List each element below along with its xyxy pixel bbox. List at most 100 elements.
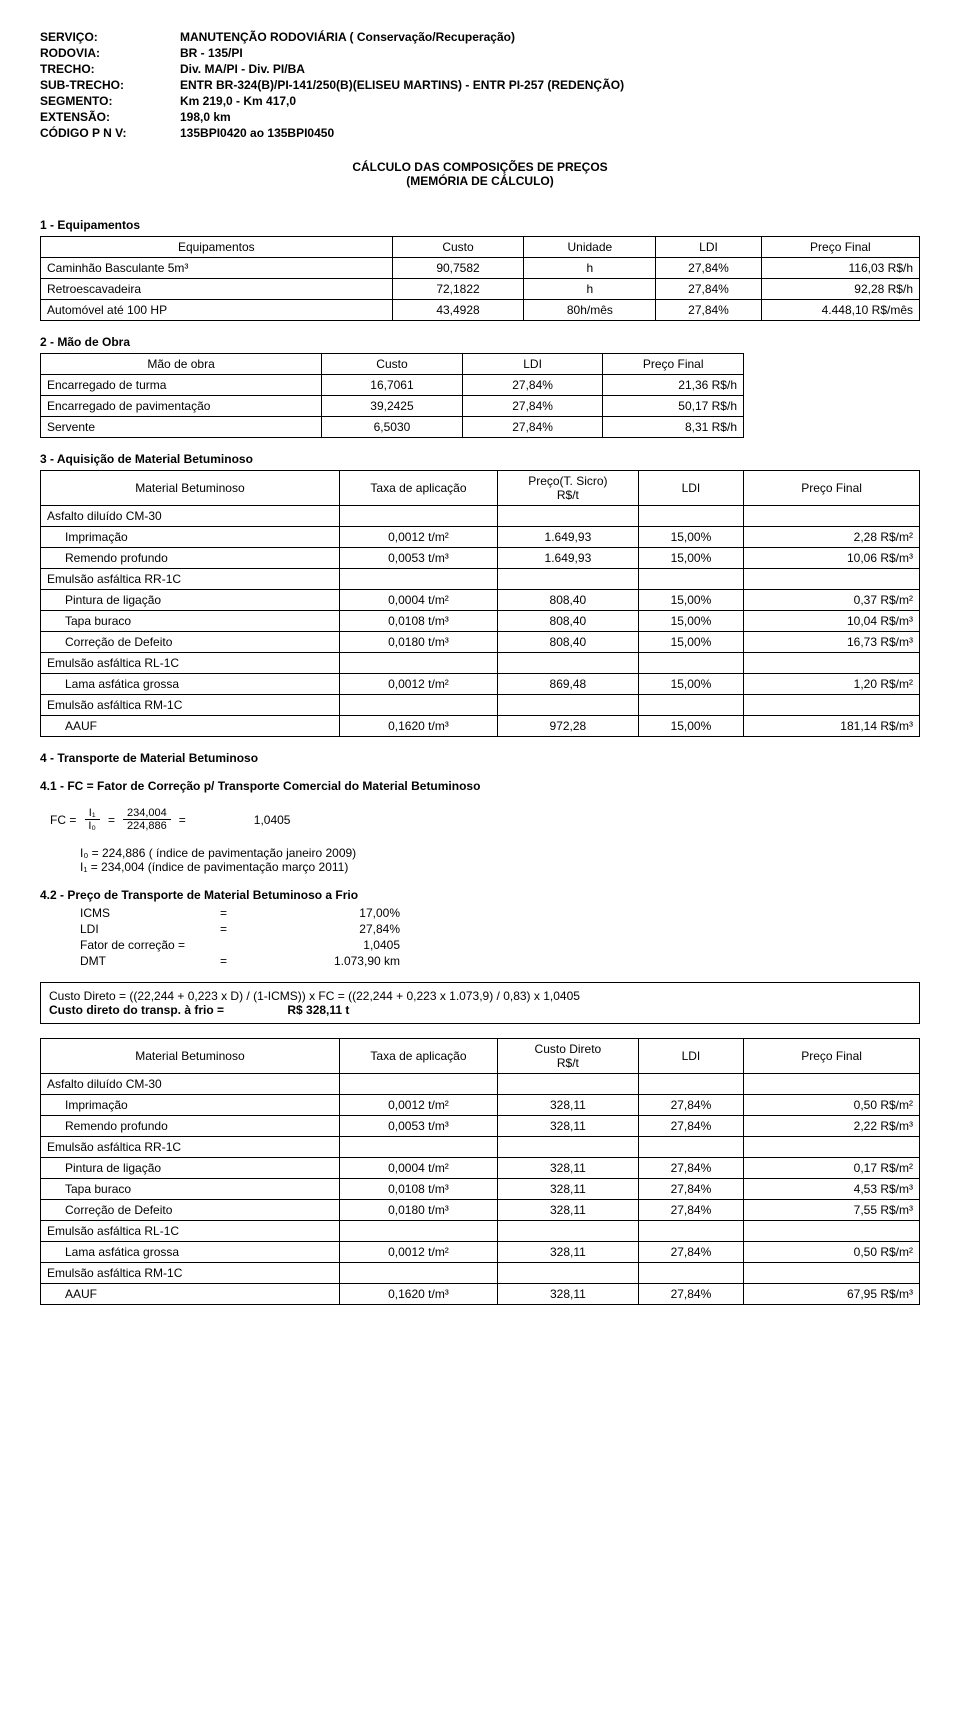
table-cell: Imprimação	[41, 527, 340, 548]
table-cell: 27,84%	[656, 300, 761, 321]
table-cell: Lama asfática grossa	[41, 674, 340, 695]
table-cell	[638, 1263, 743, 1284]
table-cell: 0,0012 t/m²	[339, 1242, 497, 1263]
table-cell: 328,11	[498, 1179, 639, 1200]
table-cell: 0,1620 t/m³	[339, 716, 497, 737]
table-cell: 15,00%	[638, 716, 743, 737]
fc-formula: FC = I₁ I₀ = 234,004 224,886 = 1,0405	[50, 807, 920, 832]
material-acquisition-table: Material BetuminosoTaxa de aplicaçãoPreç…	[40, 470, 920, 737]
group-row: Asfalto diluído CM-30	[41, 1074, 340, 1095]
col-header: Taxa de aplicação	[339, 471, 497, 506]
group-row: Asfalto diluído CM-30	[41, 506, 340, 527]
table-cell: 16,7061	[322, 375, 463, 396]
table-cell: 7,55 R$/m³	[744, 1200, 920, 1221]
header: SERVIÇO: MANUTENÇÃO RODOVIÁRIA ( Conserv…	[40, 30, 920, 140]
group-row: Emulsão asfáltica RM-1C	[41, 1263, 340, 1284]
table-cell: AAUF	[41, 1284, 340, 1305]
param-row: ICMS=17,00%	[80, 906, 920, 920]
table-cell: 27,84%	[638, 1179, 743, 1200]
table-cell: Caminhão Basculante 5m³	[41, 258, 393, 279]
trecho-label: TRECHO:	[40, 62, 180, 76]
table-cell	[339, 1263, 497, 1284]
custo-result-value: R$ 328,11 t	[287, 1003, 349, 1017]
table-cell	[498, 695, 639, 716]
table-cell: 181,14 R$/m³	[744, 716, 920, 737]
segmento-value: Km 219,0 - Km 417,0	[180, 94, 920, 108]
extensao-value: 198,0 km	[180, 110, 920, 124]
servico-label: SERVIÇO:	[40, 30, 180, 44]
col-header: LDI	[656, 237, 761, 258]
table-cell	[744, 653, 920, 674]
table-cell: 808,40	[498, 611, 639, 632]
table-cell: 972,28	[498, 716, 639, 737]
table-cell: 92,28 R$/h	[761, 279, 919, 300]
param-cell	[220, 938, 250, 952]
table-cell: Remendo profundo	[41, 1116, 340, 1137]
table-cell: 27,84%	[462, 396, 603, 417]
param-cell: 27,84%	[250, 922, 400, 936]
table-cell: Retroescavadeira	[41, 279, 393, 300]
group-row: Emulsão asfáltica RL-1C	[41, 1221, 340, 1242]
table-cell: 27,84%	[638, 1116, 743, 1137]
table-cell: 0,0180 t/m³	[339, 632, 497, 653]
table-cell: 10,06 R$/m³	[744, 548, 920, 569]
param-cell: =	[220, 906, 250, 920]
table-cell	[498, 1221, 639, 1242]
param-cell: LDI	[80, 922, 220, 936]
table-cell: 0,0012 t/m²	[339, 674, 497, 695]
table-cell: 4,53 R$/m³	[744, 1179, 920, 1200]
transport-params: ICMS=17,00% LDI=27,84% Fator de correção =…	[80, 906, 920, 968]
table-cell: 39,2425	[322, 396, 463, 417]
fc-notes: I₀ = 224,886 ( índice de pavimentação ja…	[80, 846, 920, 874]
table-cell	[744, 569, 920, 590]
col-header: Mão de obra	[41, 354, 322, 375]
table-cell: Encarregado de turma	[41, 375, 322, 396]
table-cell: 4.448,10 R$/mês	[761, 300, 919, 321]
codigo-value: 135BPI0420 ao 135BPI0450	[180, 126, 920, 140]
table-cell	[339, 653, 497, 674]
param-row: DMT=1.073,90 km	[80, 954, 920, 968]
section-4-1-title: 4.1 - FC = Fator de Correção p/ Transpor…	[40, 779, 920, 793]
table-cell: Tapa buraco	[41, 611, 340, 632]
fc-frac-num: 234,004 224,886	[123, 807, 171, 832]
labor-table: Mão de obraCustoLDIPreço FinalEncarregad…	[40, 353, 744, 438]
table-cell: 1.649,93	[498, 548, 639, 569]
table-cell: 15,00%	[638, 590, 743, 611]
table-cell	[498, 506, 639, 527]
table-cell: Encarregado de pavimentação	[41, 396, 322, 417]
custo-direto-box: Custo Direto = ((22,244 + 0,223 x D) / (…	[40, 982, 920, 1024]
fc-frac-i: I₁ I₀	[84, 807, 100, 832]
table-cell: 16,73 R$/m³	[744, 632, 920, 653]
table-cell: 27,84%	[462, 417, 603, 438]
col-header: Preço Final	[603, 354, 744, 375]
table-cell	[339, 1137, 497, 1158]
table-cell: 67,95 R$/m³	[744, 1284, 920, 1305]
table-cell	[638, 653, 743, 674]
section-3-title: 3 - Aquisição de Material Betuminoso	[40, 452, 920, 466]
title-block: CÁLCULO DAS COMPOSIÇÕES DE PREÇOS (MEMÓR…	[40, 160, 920, 188]
param-cell: 1,0405	[250, 938, 400, 952]
col-header: Taxa de aplicação	[339, 1039, 497, 1074]
param-row: LDI=27,84%	[80, 922, 920, 936]
col-header: Unidade	[524, 237, 656, 258]
col-header: Material Betuminoso	[41, 1039, 340, 1074]
section-4-2-title: 4.2 - Preço de Transporte de Material Be…	[40, 888, 920, 902]
table-cell: 27,84%	[462, 375, 603, 396]
table-cell: 15,00%	[638, 674, 743, 695]
table-cell	[744, 1137, 920, 1158]
table-cell: Lama asfática grossa	[41, 1242, 340, 1263]
section-1-title: 1 - Equipamentos	[40, 218, 920, 232]
param-row: Fator de correção = 1,0405	[80, 938, 920, 952]
rodovia-label: RODOVIA:	[40, 46, 180, 60]
table-cell	[339, 1221, 497, 1242]
table-cell: 1.649,93	[498, 527, 639, 548]
table-cell: 328,11	[498, 1242, 639, 1263]
param-cell: 17,00%	[250, 906, 400, 920]
table-cell: Automóvel até 100 HP	[41, 300, 393, 321]
fc-note-2: I₁ = 234,004 (índice de pavimentação mar…	[80, 860, 920, 874]
table-cell: 21,36 R$/h	[603, 375, 744, 396]
param-cell: Fator de correção =	[80, 938, 220, 952]
table-cell	[638, 695, 743, 716]
table-cell	[498, 653, 639, 674]
param-cell: =	[220, 922, 250, 936]
